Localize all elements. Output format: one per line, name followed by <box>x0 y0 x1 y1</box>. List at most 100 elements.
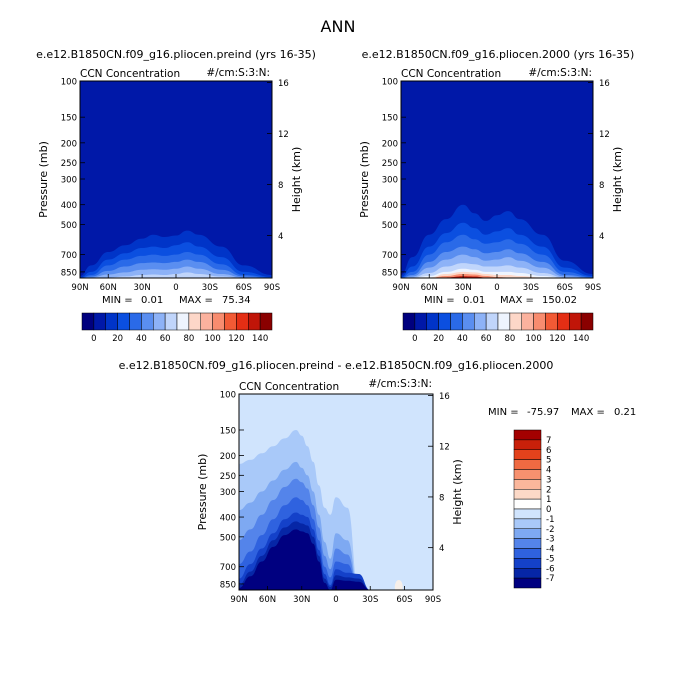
min-label: MIN = <box>488 407 519 418</box>
y-tick-label: 500 <box>220 533 236 543</box>
colorbar-tick-label: 0 <box>412 334 417 344</box>
colorbar-tick-label: -1 <box>546 515 554 525</box>
contour-fills <box>80 81 272 278</box>
y-tick-label: 100 <box>382 78 398 88</box>
y-right-axis-label: Height (km) <box>611 147 624 213</box>
x-tick-label: 90N <box>392 283 409 293</box>
min-value: 0.01 <box>141 295 163 306</box>
y-tick-label: 150 <box>220 426 236 436</box>
panel-title: e.e12.B1850CN.f09_g16.pliocen.preind - e… <box>119 359 554 372</box>
colorbar-tick-label: 3 <box>546 475 551 485</box>
colorbar-box <box>402 312 416 331</box>
colorbar-tick-label: 1 <box>546 495 551 505</box>
colorbar-box <box>513 518 542 529</box>
y-tick-label: 150 <box>61 114 77 124</box>
contour-positive-patch <box>394 580 403 590</box>
max-value: 150.02 <box>542 295 577 306</box>
panel-title: e.e12.B1850CN.f09_g16.pliocen.2000 (yrs … <box>362 48 635 61</box>
contour-level--7 <box>239 529 433 590</box>
colorbar-box <box>513 508 542 520</box>
y-tick-label: 400 <box>220 514 236 524</box>
panel-title: e.e12.B1850CN.f09_g16.pliocen.preind (yr… <box>36 48 316 61</box>
y-tick-label: 250 <box>220 472 236 482</box>
x-tick-label: 60N <box>259 595 276 605</box>
y-tick-label: 400 <box>61 201 77 211</box>
y-tick-label: 700 <box>220 563 236 573</box>
y-right-tick-label: 16 <box>278 79 289 89</box>
y-right-tick-label: 8 <box>599 181 604 191</box>
colorbar-tick-label: -7 <box>546 574 554 584</box>
colorbar-box <box>117 312 130 331</box>
colorbar-box <box>105 312 118 331</box>
colorbar-box <box>129 312 142 331</box>
x-tick-label: 60S <box>557 283 573 293</box>
colorbar-tick-label: -5 <box>546 554 554 564</box>
x-tick-label: 90N <box>230 595 247 605</box>
field-label: CCN Concentration <box>80 68 180 80</box>
colorbar-box <box>521 312 534 331</box>
y-tick-label: 250 <box>382 159 398 169</box>
colorbar-tick-label: 0 <box>546 505 551 515</box>
colorbar-box <box>580 312 594 331</box>
y-tick-label: 500 <box>382 221 398 231</box>
y-tick-label: 850 <box>61 268 77 278</box>
y-right-tick-label: 4 <box>278 232 283 242</box>
max-value: 0.21 <box>614 407 636 418</box>
y-right-tick-label: 12 <box>278 130 289 140</box>
min-label: MIN = <box>102 295 133 306</box>
y-right-tick-label: 4 <box>439 544 444 554</box>
x-tick-label: 30S <box>202 283 218 293</box>
colorbar-box <box>164 312 178 331</box>
colorbar-tick-label: 0 <box>91 334 96 344</box>
colorbar-tick-label: 100 <box>526 334 542 344</box>
y-right-tick-label: 16 <box>439 392 450 402</box>
contour-fills <box>239 394 433 590</box>
y-right-axis-label: Height (km) <box>290 147 303 213</box>
x-tick-label: 30N <box>134 283 151 293</box>
colorbar-box <box>513 459 542 470</box>
x-tick-label: 60N <box>421 283 438 293</box>
colorbar-tick-label: 2 <box>546 485 551 495</box>
x-tick-label: 30N <box>293 595 310 605</box>
units-label: #/cm:S:3:N: <box>368 378 432 390</box>
colorbar: 0 20 40 60 80 100 120 140 <box>81 312 273 344</box>
colorbar-box <box>513 538 542 549</box>
colorbar-tick-label: 7 <box>546 436 551 446</box>
x-tick-label: 90S <box>425 595 441 605</box>
x-tick-label: 0 <box>173 283 178 293</box>
colorbar-box <box>81 312 95 331</box>
colorbar-box <box>176 312 190 331</box>
max-label: MAX = <box>571 407 605 418</box>
colorbar-tick-label: 40 <box>457 334 468 344</box>
y-tick-label: 850 <box>382 268 398 278</box>
x-tick-label: 0 <box>494 283 499 293</box>
colorbar-tick-label: -4 <box>546 545 554 555</box>
units-label: #/cm:S:3:N: <box>206 67 270 79</box>
contour-plot: 100 150 200 250 300 400 500 700 850 90N 60N 30N 0 30S… <box>196 391 464 606</box>
colorbar-box <box>513 449 542 460</box>
colorbar-tick-label: 20 <box>433 334 444 344</box>
colorbar-tick-label: -2 <box>546 525 554 535</box>
units-label: #/cm:S:3:N: <box>528 67 592 79</box>
colorbar-box <box>497 312 511 331</box>
colorbar-tick-label: 80 <box>183 334 194 344</box>
y-tick-label: 150 <box>382 114 398 124</box>
colorbar-box <box>513 479 542 490</box>
x-tick-label: 60S <box>396 595 412 605</box>
colorbar-tick-label: 140 <box>573 334 589 344</box>
colorbar-box <box>513 548 542 559</box>
min-value: 0.01 <box>463 295 485 306</box>
y-tick-label: 100 <box>220 391 236 401</box>
colorbar-box <box>557 312 570 331</box>
contour-level-40 <box>80 266 272 278</box>
y-tick-label: 200 <box>382 139 398 149</box>
colorbar-box <box>153 312 166 331</box>
y-axis-label: Pressure (mb) <box>196 454 209 531</box>
colorbar-box <box>188 312 201 331</box>
y-axis-label: Pressure (mb) <box>358 141 371 218</box>
colorbar-tick-label: -6 <box>546 564 554 574</box>
colorbar-tick-label: 60 <box>481 334 492 344</box>
colorbar-tick-label: 4 <box>546 466 551 476</box>
